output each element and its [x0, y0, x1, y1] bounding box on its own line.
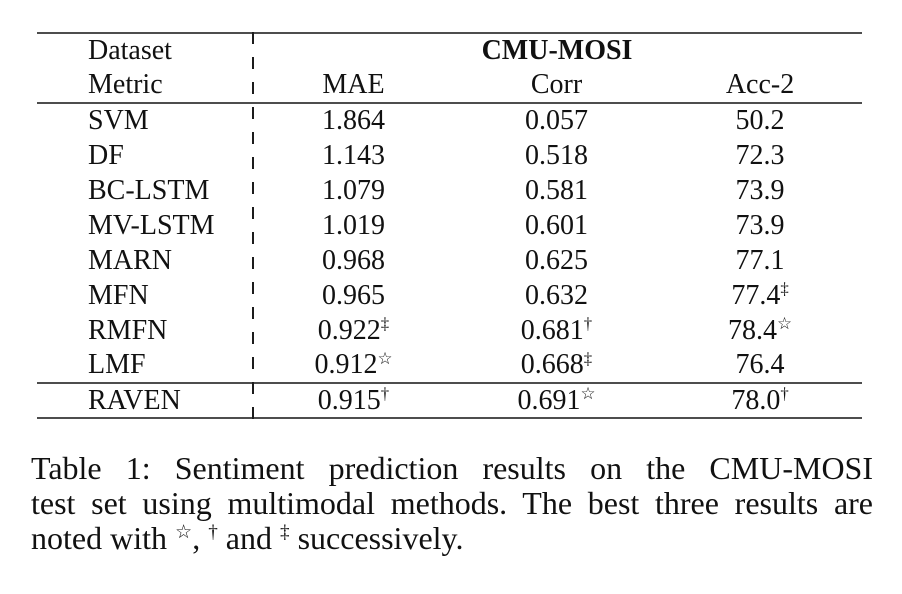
rank-mark: †	[583, 314, 593, 334]
rank-mark: ‡	[380, 314, 390, 334]
table-row-mvlstm: MV-LSTM 1.019 0.601 73.9	[37, 208, 862, 243]
star-icon: ☆	[174, 522, 193, 544]
caption-text: ,	[192, 520, 209, 556]
acc2-cell: 77.1	[735, 244, 785, 276]
method-cell: MV-LSTM	[88, 209, 215, 241]
method-cell: MFN	[88, 279, 149, 311]
corr-cell: 0.581	[525, 174, 588, 206]
header-row-dataset: Dataset CMU-MOSI	[37, 33, 862, 68]
results-table-container: Dataset CMU-MOSI Metric MAE Corr Acc-2 S…	[37, 32, 863, 419]
corr-cell: 0.625	[525, 244, 588, 276]
method-cell: MARN	[88, 244, 173, 276]
caption-line-3: noted with ☆, † and ‡ successively.	[31, 521, 873, 556]
method-cell: BC-LSTM	[88, 174, 210, 206]
rank-mark: ‡	[583, 348, 593, 368]
mae-cell: 0.965	[322, 279, 385, 311]
corr-cell: 0.691☆	[517, 384, 596, 416]
acc2-cell: 73.9	[735, 209, 785, 241]
header-row-metrics: Metric MAE Corr Acc-2	[37, 68, 862, 103]
mae-cell: 0.915†	[317, 384, 390, 416]
method-cell: SVM	[88, 105, 149, 136]
rank-mark: ‡	[780, 279, 789, 299]
column-header-corr: Corr	[530, 69, 583, 100]
acc2-cell: 50.2	[735, 105, 785, 136]
corr-cell: 0.632	[525, 279, 588, 311]
table-footer-row-group: RAVEN 0.915† 0.691☆ 78.0†	[37, 383, 863, 418]
metric-label: Metric	[88, 69, 163, 100]
table-row-lmf: LMF 0.912☆ 0.668‡ 76.4	[37, 348, 862, 383]
method-cell: RAVEN	[88, 384, 181, 416]
acc2-cell: 78.4☆	[727, 314, 793, 346]
rank-mark: ☆	[776, 314, 793, 334]
mae-cell: 1.019	[322, 209, 385, 241]
caption-text: and	[217, 520, 280, 556]
method-cell: LMF	[88, 349, 146, 380]
table-row-df: DF 1.143 0.518 72.3	[37, 138, 862, 173]
caption-text: noted with	[31, 520, 175, 556]
table-row-mfn: MFN 0.965 0.632 77.4‡	[37, 278, 862, 313]
dashed-column-divider	[252, 32, 254, 419]
method-cell: DF	[88, 139, 124, 171]
rank-mark: ☆	[580, 384, 596, 404]
caption-line-1: Table 1: Sentiment prediction results on…	[31, 450, 873, 486]
acc2-cell: 77.4‡	[731, 279, 789, 311]
table-row-rmfn: RMFN 0.922‡ 0.681† 78.4☆	[37, 313, 862, 348]
caption-text: successively.	[289, 520, 464, 556]
method-cell: RMFN	[88, 314, 168, 346]
table-body: SVM 1.864 0.057 50.2 DF 1.143 0.518 72.3…	[37, 103, 862, 383]
mae-cell: 1.864	[322, 105, 385, 136]
corr-cell: 0.057	[525, 105, 588, 136]
acc2-cell: 72.3	[735, 139, 785, 171]
column-header-mae: MAE	[322, 69, 385, 100]
rank-mark: †	[380, 384, 390, 404]
column-header-acc2: Acc-2	[725, 69, 795, 100]
dataset-label: Dataset	[88, 35, 172, 66]
dataset-name: CMU-MOSI	[481, 35, 633, 66]
double-dagger-icon: ‡	[279, 522, 290, 544]
dagger-icon: †	[208, 522, 218, 544]
table-caption: Table 1: Sentiment prediction results on…	[31, 451, 873, 556]
corr-cell: 0.601	[525, 209, 588, 241]
caption-line-2: test set using multimodal methods. The b…	[31, 485, 873, 521]
corr-cell: 0.681†	[520, 314, 593, 346]
table-row-marn: MARN 0.968 0.625 77.1	[37, 243, 862, 278]
table-header: Dataset CMU-MOSI Metric MAE Corr Acc-2	[37, 33, 863, 103]
rank-mark: †	[780, 384, 789, 404]
results-table: Dataset CMU-MOSI Metric MAE Corr Acc-2 S…	[37, 32, 863, 419]
acc2-cell: 78.0†	[731, 384, 789, 416]
mae-cell: 0.912☆	[314, 348, 393, 380]
acc2-cell: 76.4	[735, 349, 785, 380]
mae-cell: 0.922‡	[317, 314, 390, 346]
corr-cell: 0.518	[525, 139, 588, 171]
mae-cell: 1.079	[322, 174, 385, 206]
table-row-raven: RAVEN 0.915† 0.691☆ 78.0†	[37, 383, 862, 418]
mae-cell: 0.968	[322, 244, 385, 276]
table-row-svm: SVM 1.864 0.057 50.2	[37, 103, 862, 138]
mae-cell: 1.143	[322, 139, 385, 171]
rank-mark: ☆	[377, 348, 393, 368]
acc2-cell: 73.9	[735, 174, 785, 206]
corr-cell: 0.668‡	[520, 348, 593, 380]
table-row-bclstm: BC-LSTM 1.079 0.581 73.9	[37, 173, 862, 208]
